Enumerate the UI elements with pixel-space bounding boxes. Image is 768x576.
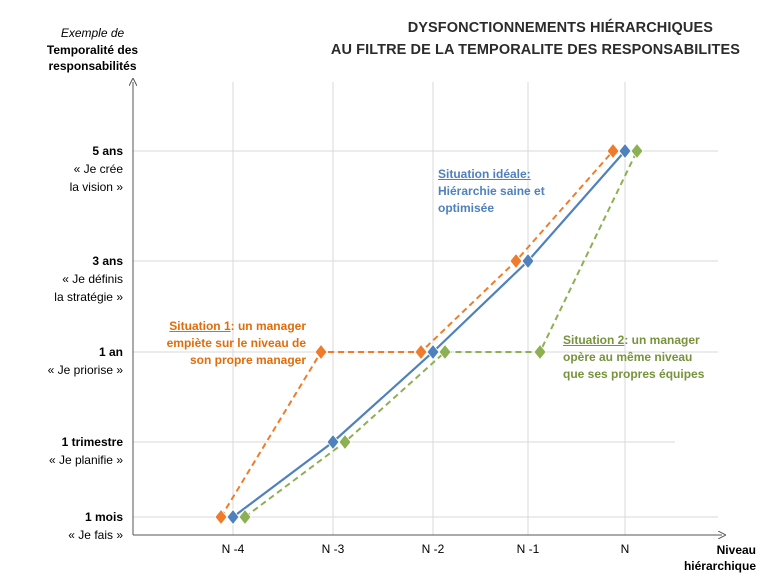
- data-point-situation2: [238, 508, 252, 526]
- y-tick-label: 1 trimestre « Je planifie »: [48, 435, 123, 467]
- data-point-situation1: [509, 252, 523, 270]
- data-point-situation2: [533, 343, 547, 361]
- data-point-ideal: [226, 508, 240, 526]
- data-point-situation2: [630, 142, 644, 160]
- x-tick-label: N -3: [321, 542, 345, 556]
- data-point-situation1: [606, 142, 620, 160]
- x-tick-label: N -2: [421, 542, 445, 556]
- data-point-ideal: [521, 252, 535, 270]
- y-axis-title-line1: Temporalité des: [46, 43, 139, 57]
- annotation-situation1: Situation 1: un manager empiète sur le n…: [167, 318, 306, 369]
- y-tick-label: 3 ans « Je définis la stratégie »: [54, 254, 123, 304]
- annotation-s1-head: Situation 1: [169, 319, 231, 333]
- annotation-ideal-head: Situation idéale:: [438, 167, 531, 181]
- data-point-ideal: [426, 343, 440, 361]
- annotation-s1-line3: son propre manager: [189, 353, 306, 367]
- data-point-situation1: [414, 343, 428, 361]
- series-line-situation2: [244, 150, 638, 518]
- annotation-ideal: Situation idéale: Hiérarchie saine et op…: [438, 166, 545, 217]
- annotation-s2-line2: opère au même niveau: [563, 350, 693, 364]
- data-point-situation2: [438, 343, 452, 361]
- data-point-ideal: [618, 142, 632, 160]
- y-axis-title-line2: responsabilités: [48, 59, 137, 73]
- data-point-situation2: [338, 433, 352, 451]
- annotation-s1-rest: : un manager: [230, 319, 306, 333]
- annotation-s2-rest: : un manager: [624, 333, 700, 347]
- y-axis-supertitle: Exemple de: [60, 26, 125, 40]
- x-tick-label: N -1: [516, 542, 540, 556]
- x-axis-title-line1: Niveau: [716, 543, 756, 557]
- data-point-ideal: [326, 433, 340, 451]
- annotation-s2-line3: que ses propres équipes: [563, 367, 705, 381]
- annotation-s2-head: Situation 2: [563, 333, 625, 347]
- y-tick-label: 5 ans « Je crée la vision »: [69, 144, 123, 194]
- x-axis-title-line2: hiérarchique: [683, 559, 756, 573]
- annotation-ideal-line2: optimisée: [438, 201, 495, 215]
- chart-title-line1: DYSFONCTIONNEMENTS HIÉRARCHIQUES: [407, 20, 713, 36]
- x-tick-label: N -4: [221, 542, 245, 556]
- annotation-s1-line2: empiète sur le niveau de: [166, 336, 306, 350]
- data-point-situation1: [314, 343, 328, 361]
- x-tick-label: N: [620, 542, 630, 556]
- y-tick-label: 1 an « Je priorise »: [47, 345, 123, 377]
- annotation-situation2: Situation 2: un manager opère au même ni…: [563, 332, 704, 383]
- annotation-ideal-line1: Hiérarchie saine et: [438, 184, 545, 198]
- data-point-situation1: [214, 508, 228, 526]
- y-tick-label: 1 mois « Je fais »: [68, 510, 123, 542]
- chart-title-line2: AU FILTRE DE LA TEMPORALITE DES RESPONSA…: [330, 42, 740, 58]
